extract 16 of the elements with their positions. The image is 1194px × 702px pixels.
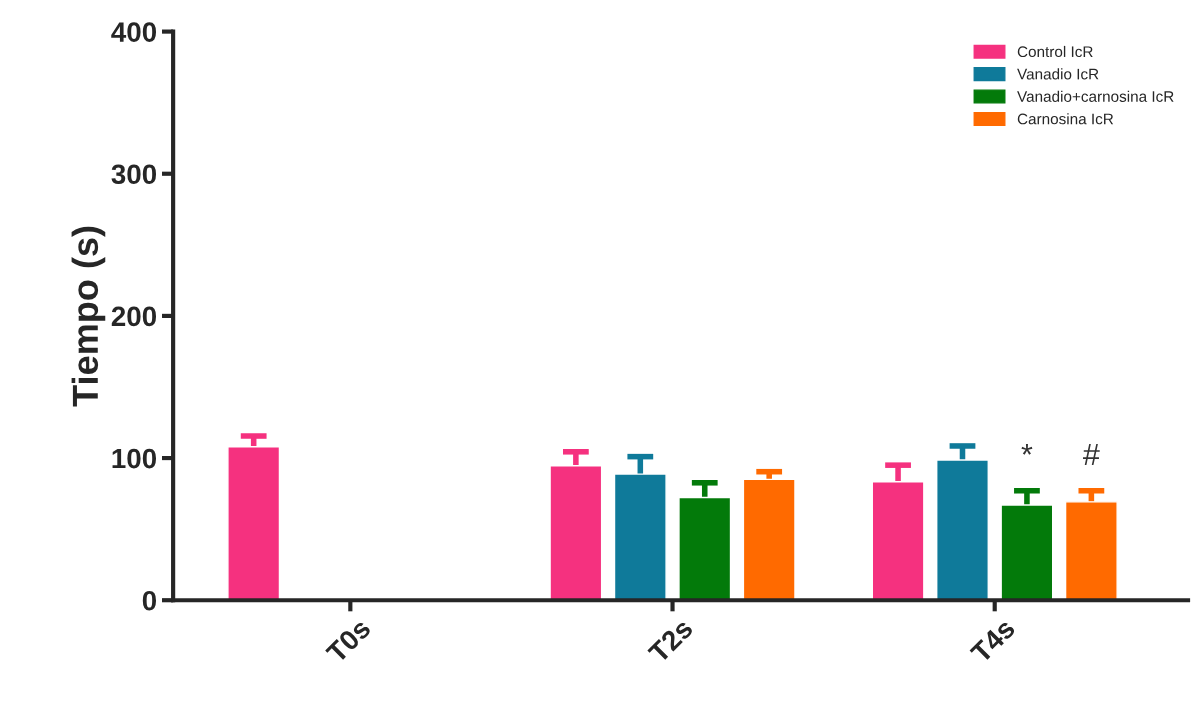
y-tick-label: 400 (111, 22, 157, 42)
y-tick-label: 0 (142, 590, 157, 611)
legend-label: Vanadio IcR (1017, 68, 1099, 80)
annotation: # (1083, 444, 1100, 465)
annotation: * (1021, 443, 1033, 455)
y-tick-label: 300 (111, 164, 157, 185)
y-tick-label: 100 (112, 448, 157, 469)
y-axis-title: Tiempo (s) (71, 226, 106, 407)
legend-label: Vanadio+carnosina IcR (1017, 90, 1174, 102)
legend-label: Carnosina IcR (1017, 113, 1114, 125)
y-tick-label: 200 (111, 306, 157, 327)
x-tick-label: T2s (647, 617, 694, 665)
x-tick-label: T0s (325, 617, 372, 665)
x-tick-label: T4s (969, 617, 1017, 665)
legend-label: Control IcR (1017, 45, 1093, 58)
bar (742, 478, 796, 601)
